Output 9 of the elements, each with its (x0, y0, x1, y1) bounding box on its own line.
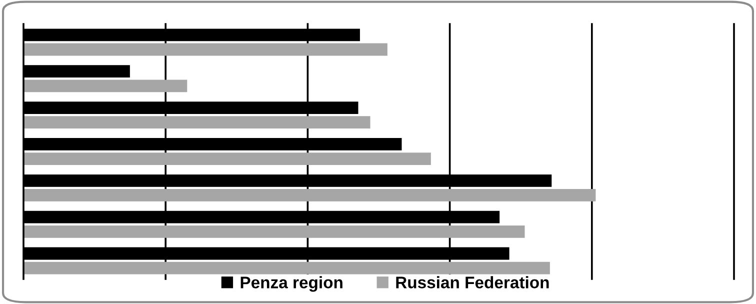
bar (24, 116, 370, 129)
bar (24, 152, 431, 165)
bar (24, 262, 550, 274)
bar (24, 80, 188, 92)
legend-label: Russian Federation (396, 276, 549, 288)
bar (24, 43, 388, 56)
legend-label: Penza region (240, 276, 342, 292)
bar (24, 189, 596, 202)
bar (24, 225, 525, 238)
